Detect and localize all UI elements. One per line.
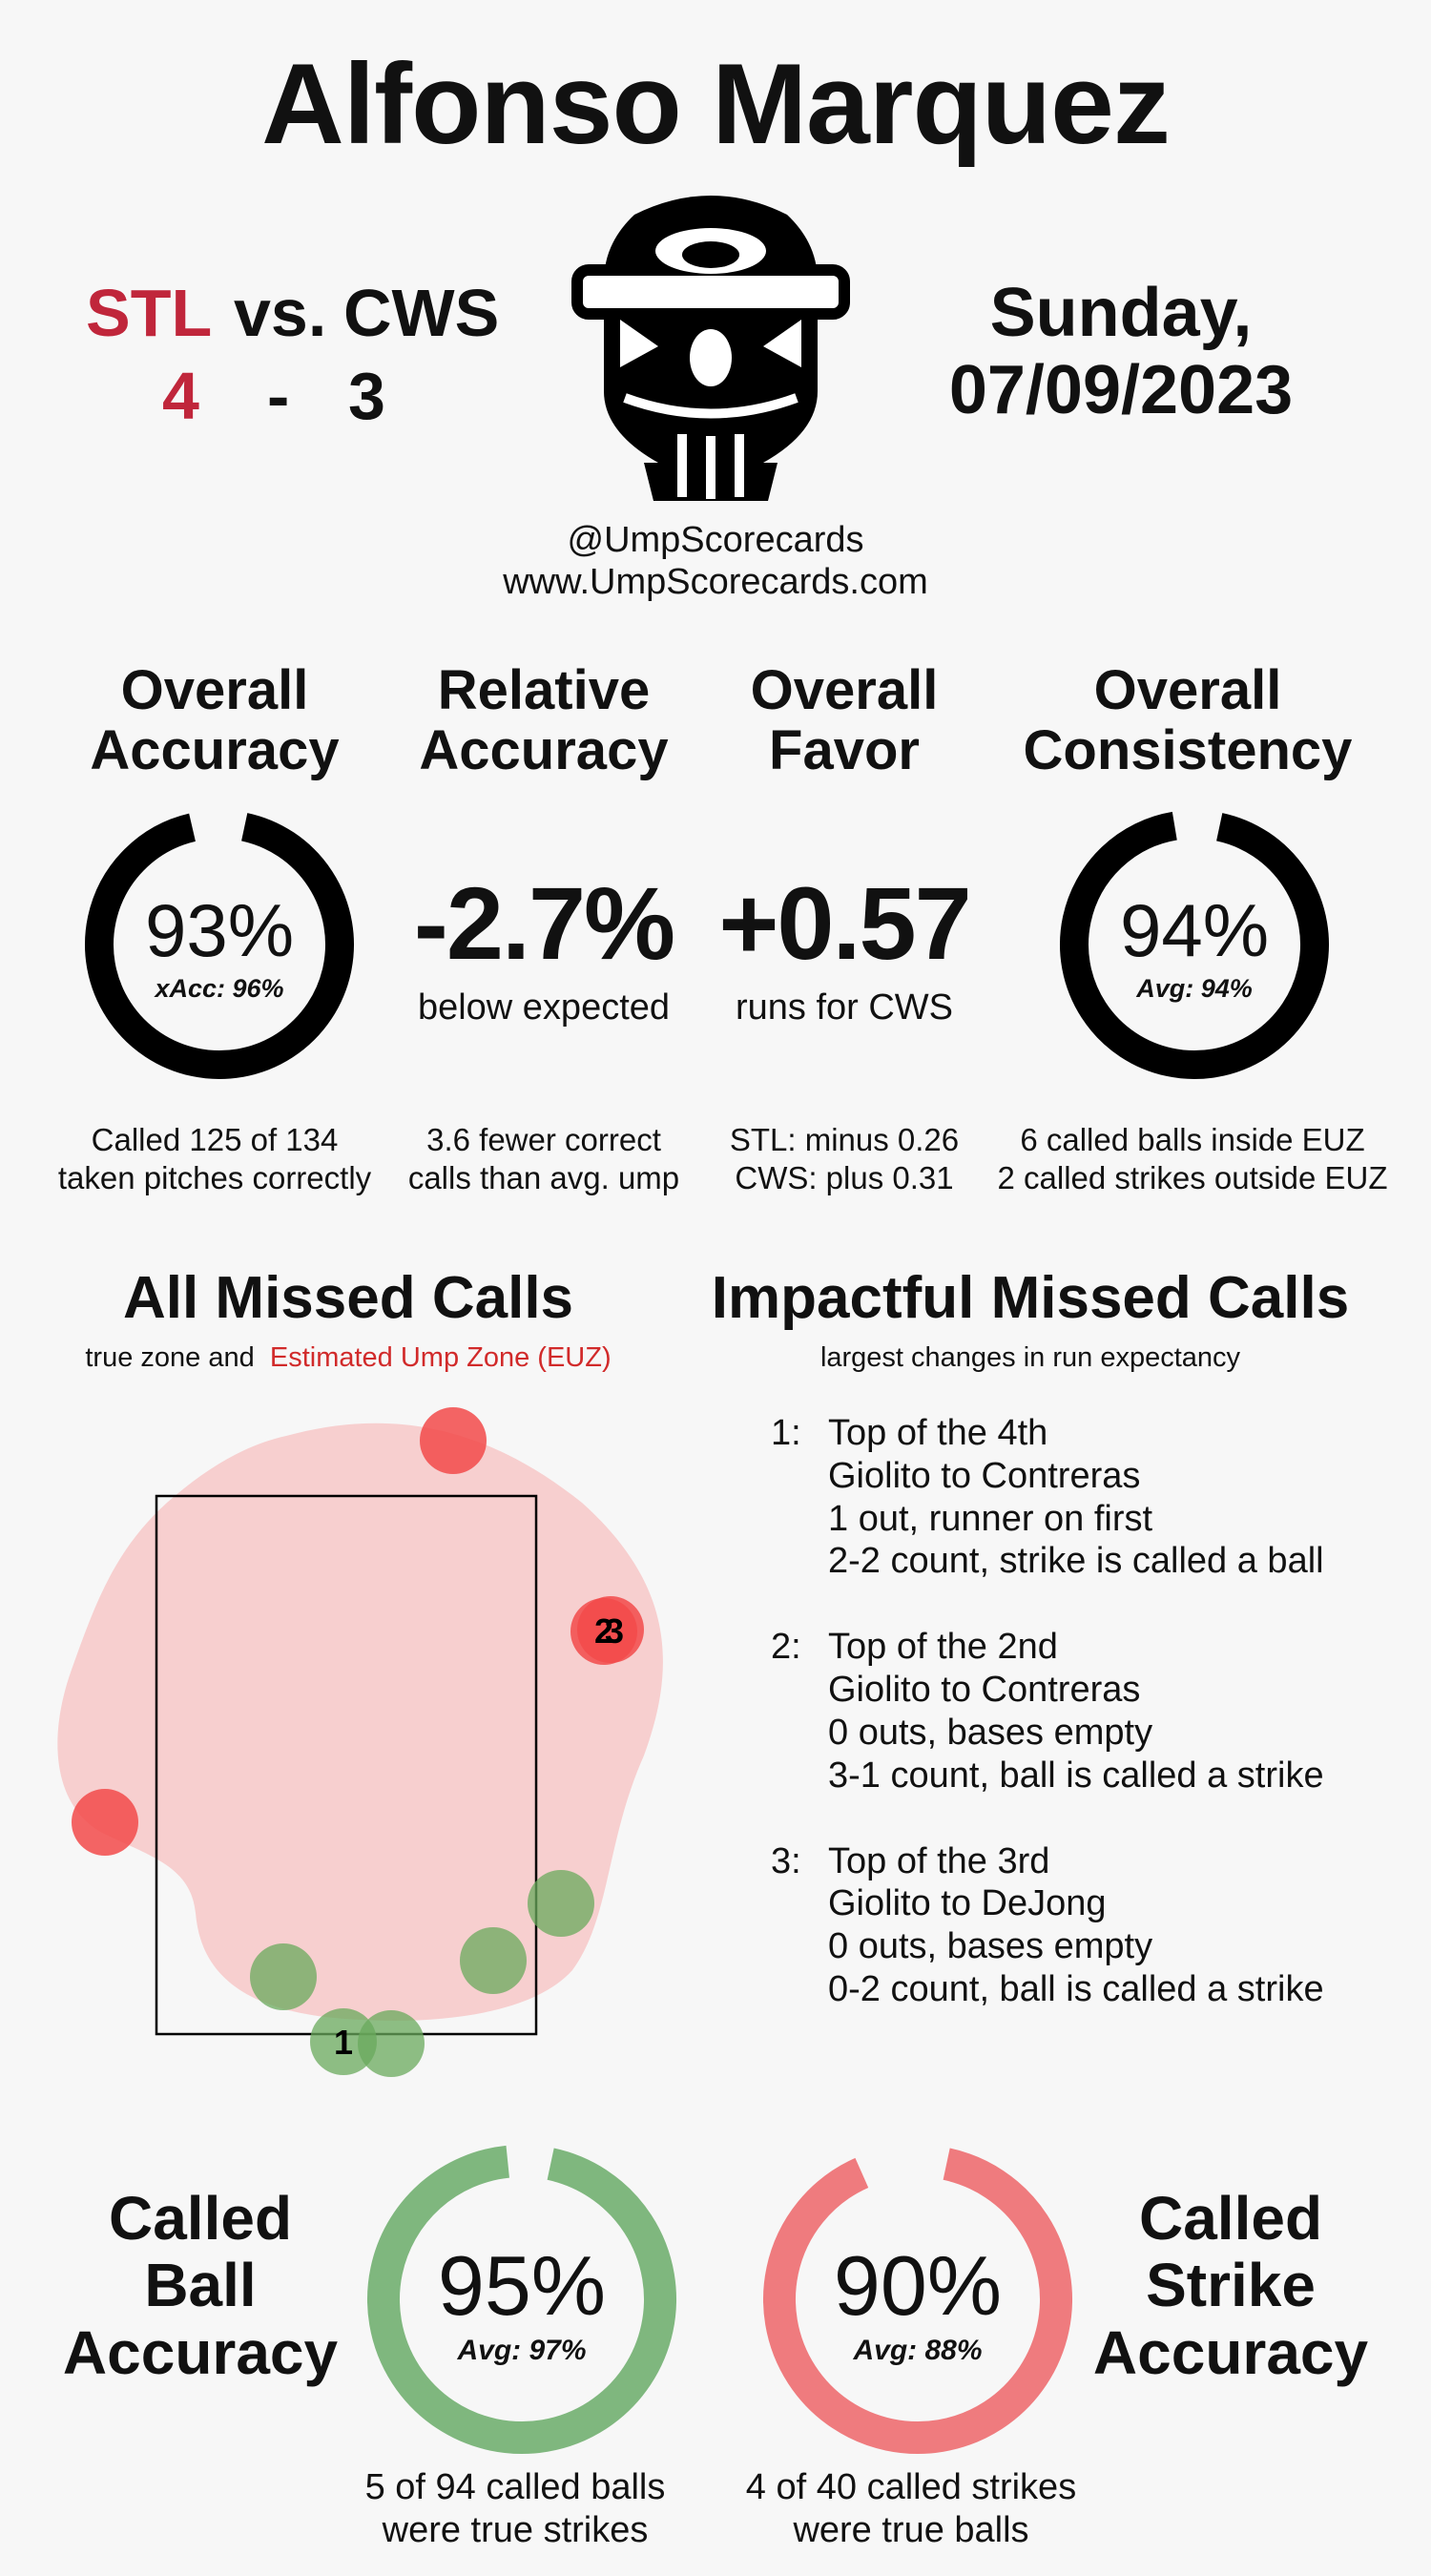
overall-favor-value: +0.57 (718, 865, 971, 981)
all-missed-calls-title: All Missed Calls (122, 1265, 574, 1331)
impactful-missed-calls-title: Impactful Missed Calls (711, 1265, 1350, 1331)
missed-called-balls (72, 1407, 644, 1856)
called-ball-accuracy-title: Called Ball Accuracy (62, 2184, 339, 2387)
home-score: 3 (348, 359, 385, 433)
overall-consistency-title: Overall Consistency (1023, 659, 1353, 781)
relative-accuracy-title: Relative Accuracy (419, 659, 669, 781)
overall-consistency-foot: 6 called balls inside EUZ 2 called strik… (997, 1122, 1388, 1195)
relative-accuracy-value: -2.7% (413, 865, 675, 981)
called-strike-average: Avg: 88% (853, 2335, 983, 2366)
list-item: 1: Top of the 4th Giolito to Contreras 1… (771, 1413, 1324, 1582)
overall-consistency-arc (1060, 810, 1329, 1079)
overall-favor-sub: runs for CWS (735, 987, 954, 1028)
all-missed-calls-subtitle: true zone and Estimated Ump Zone (EUZ) (85, 1342, 612, 1373)
vs-label: vs. (234, 276, 327, 350)
credits: @UmpScorecards www.UmpScorecards.com (0, 520, 1431, 603)
missed-call-marker (358, 2010, 425, 2077)
called-ball-average: Avg: 97% (457, 2335, 587, 2366)
overall-consistency-value-box: 94% Avg: 94% (1056, 887, 1333, 1004)
relative-accuracy-sub: below expected (417, 987, 671, 1028)
away-team: STL (86, 276, 213, 350)
missed-call-marker (420, 1407, 487, 1474)
missed-call-marker (528, 1870, 594, 1937)
overall-accuracy-value-box: 93% xAcc: 96% (81, 887, 358, 1004)
list-item: 3: Top of the 3rd Giolito to DeJong 0 ou… (771, 1840, 1324, 2010)
date-line-2: 07/09/2023 (948, 351, 1294, 428)
game-date: Sunday, 07/09/2023 (897, 275, 1345, 428)
overall-accuracy-arc (85, 810, 354, 1079)
away-score: 4 (162, 359, 199, 433)
date-line-1: Sunday, (989, 275, 1253, 351)
called-ball-foot: 5 of 94 called balls were true strikes (364, 2467, 666, 2550)
overall-accuracy-title: Overall Accuracy (90, 659, 340, 781)
missed-call-marker (310, 2008, 377, 2075)
missed-call-label-3: 3 (605, 1611, 624, 1651)
called-ball-accuracy-arc (367, 2145, 676, 2454)
consistency-average: Avg: 94% (1136, 974, 1253, 1003)
list-item: 2: Top of the 2nd Giolito to Contreras 0… (771, 1627, 1324, 1796)
missed-calls-zone-plot: 1 2 3 (57, 1407, 663, 2077)
missed-called-strikes (250, 1870, 594, 2077)
called-strike-accuracy-ring (763, 2145, 1072, 2454)
missed-call-marker (72, 1789, 138, 1856)
called-strike-accuracy-title: Called Strike Accuracy (1092, 2184, 1369, 2387)
called-ball-value-box: 95% Avg: 97% (364, 2237, 679, 2367)
called-strike-foot: 4 of 40 called strikes were true balls (745, 2467, 1077, 2550)
impactful-missed-calls-subtitle: largest changes in run expectancy (819, 1342, 1241, 1373)
impactful-calls-list: 1: Top of the 4th Giolito to Contreras 1… (771, 1412, 1420, 2054)
overall-favor-foot: STL: minus 0.26 CWS: plus 0.31 (729, 1122, 960, 1195)
overall-accuracy-foot: Called 125 of 134 taken pitches correctl… (57, 1122, 372, 1195)
home-team: CWS (343, 276, 500, 350)
website-link: www.UmpScorecards.com (503, 561, 928, 602)
called-strike-accuracy-arc (763, 2145, 1072, 2454)
missed-call-marker (250, 1943, 317, 2010)
called-strike-value-box: 90% Avg: 88% (760, 2237, 1075, 2367)
overall-accuracy-ring (85, 810, 354, 1079)
missed-call-marker (460, 1927, 527, 1994)
called-ball-accuracy-value: 95% (437, 2238, 607, 2333)
relative-accuracy-foot: 3.6 fewer correct calls than avg. ump (407, 1122, 680, 1195)
overall-consistency-ring (1060, 810, 1329, 1079)
overall-favor-title: Overall Favor (750, 659, 939, 781)
called-strike-accuracy-value: 90% (833, 2238, 1003, 2333)
overall-consistency-value: 94% (1119, 888, 1270, 972)
missed-call-label-1: 1 (334, 2023, 353, 2062)
umpire-name: Alfonso Marquez (261, 40, 1171, 168)
estimated-ump-zone (57, 1423, 663, 2021)
twitter-handle: @UmpScorecards (567, 520, 864, 560)
missed-call-label-2: 2 (594, 1611, 613, 1651)
missed-call-marker (577, 1596, 644, 1663)
overall-accuracy-value: 93% (144, 888, 295, 972)
called-ball-accuracy-ring (367, 2145, 676, 2454)
score-separator: - (267, 359, 290, 433)
expected-accuracy: xAcc: 96% (155, 974, 284, 1003)
umpire-mask-icon (571, 196, 850, 501)
